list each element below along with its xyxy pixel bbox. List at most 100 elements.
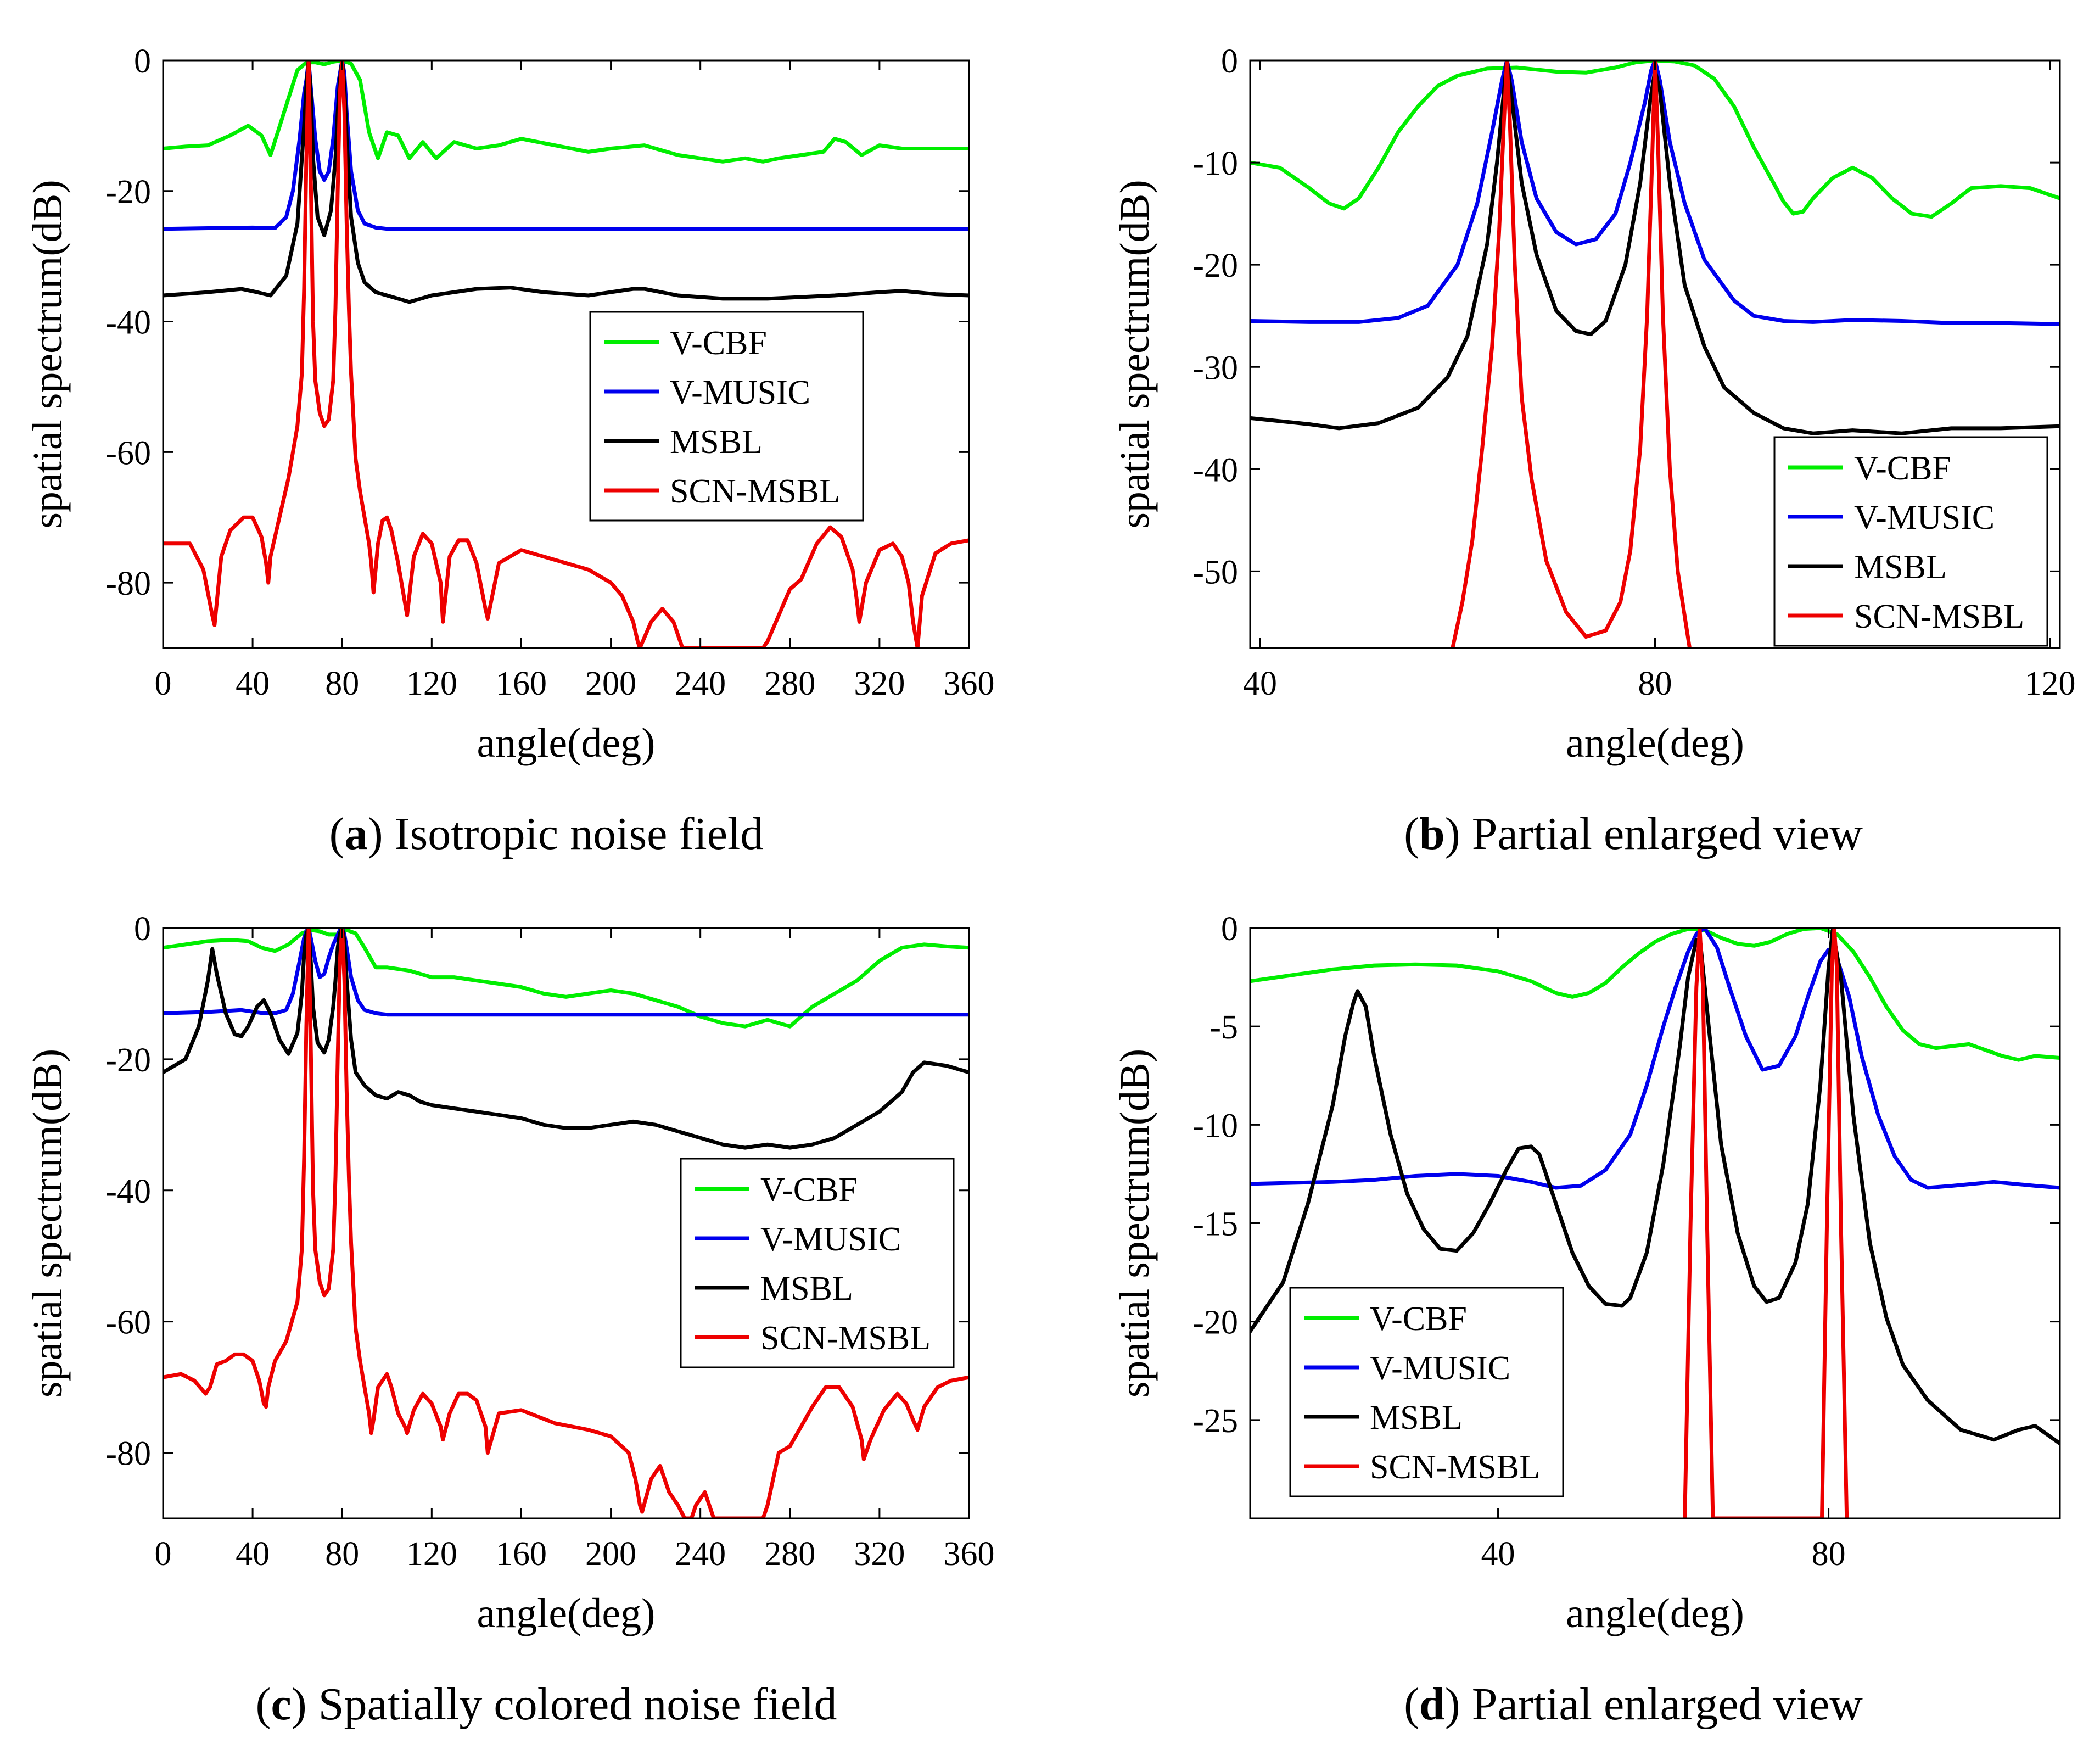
x-axis-label-b: angle(deg): [1566, 720, 1744, 766]
legend-label-msbl: MSBL: [670, 423, 763, 461]
x-tick-label: 320: [854, 665, 905, 702]
caption-text-b: ) Partial enlarged view: [1444, 808, 1863, 859]
y-axis-label-d: spatial spectrum(dB): [1112, 1049, 1158, 1398]
x-tick-label: 40: [236, 665, 270, 702]
series-line-c-v-music: [163, 928, 969, 1017]
y-axis-label-a: spatial spectrum(dB): [25, 180, 71, 528]
legend-box: [1289, 1287, 1564, 1497]
y-tick-label: -5: [1209, 1009, 1238, 1046]
series-line-d-v-cbf: [1250, 928, 2060, 1062]
x-tick-label: 80: [1812, 1535, 1846, 1573]
series-line-c-msbl: [163, 928, 969, 1150]
series-line-a-v-cbf: [163, 60, 969, 164]
legend-d: V-CBF V-MUSIC MSBL SCN-MSBL: [1289, 1287, 1564, 1497]
y-tick-label: -30: [1192, 349, 1238, 387]
x-axis-label-a: angle(deg): [477, 720, 656, 766]
legend-box: [1773, 436, 2048, 647]
y-tick-label: -25: [1192, 1402, 1238, 1440]
x-tick-label: 0: [155, 1535, 172, 1573]
legend-label-v-cbf: V-CBF: [670, 325, 767, 362]
legend-label-v-music: V-MUSIC: [760, 1221, 901, 1258]
y-tick-label: -10: [1192, 1107, 1238, 1144]
axes-box-c: [162, 927, 970, 1519]
x-tick-label: 240: [675, 1535, 726, 1573]
legend-label-scn-msbl: SCN-MSBL: [1854, 598, 2024, 635]
x-axis-label-d: angle(deg): [1566, 1590, 1744, 1636]
x-tick-label: 120: [406, 665, 457, 702]
caption-d: (d) Partial enlarged view: [1404, 1679, 1863, 1730]
legend-label-v-cbf: V-CBF: [1854, 450, 1951, 487]
chart-c: 0 40 80 120 160 200 240 280 320 360 0 -20 -40 -60 -80 a…: [25, 910, 995, 1636]
legend-label-scn-msbl: SCN-MSBL: [1370, 1449, 1540, 1486]
caption-b: (b) Partial enlarged view: [1404, 808, 1863, 859]
caption-text-d: ) Partial enlarged view: [1444, 1679, 1863, 1730]
chart-d: 40 80 0 -5 -10 -15 -20 -25 angle(deg) spatial spe…: [1112, 910, 2061, 1636]
x-tick-label: 120: [406, 1535, 457, 1573]
caption-letter-c: c: [271, 1679, 292, 1730]
y-tick-label: 0: [134, 43, 151, 80]
y-axis-label-b: spatial spectrum(dB): [1112, 180, 1158, 528]
x-tick-label: 40: [236, 1535, 270, 1573]
legend-b: V-CBF V-MUSIC MSBL SCN-MSBL: [1773, 436, 2048, 647]
series-line-d-scn-msbl: [1683, 928, 1849, 1518]
series-line-b-scn-msbl: [1451, 60, 1692, 648]
caption-c: (c) Spatially colored noise field: [255, 1679, 837, 1730]
series-line-a-v-music: [163, 60, 969, 231]
y-tick-label: -10: [1192, 145, 1238, 182]
y-tick-label: 0: [1221, 910, 1238, 948]
y-tick-label: -20: [1192, 1304, 1238, 1342]
legend-c: V-CBF V-MUSIC MSBL SCN-MSBL: [680, 1158, 955, 1368]
x-tick-label: 160: [496, 665, 547, 702]
y-tick-label: -20: [105, 1042, 151, 1079]
legend-label-msbl: MSBL: [1370, 1399, 1463, 1437]
y-tick-label: 0: [134, 910, 151, 948]
plot-area-a: [163, 60, 969, 648]
legend-label-v-music: V-MUSIC: [1370, 1350, 1510, 1387]
legend-label-v-music: V-MUSIC: [1854, 499, 1995, 537]
y-tick-label: -80: [105, 1435, 151, 1473]
x-tick-label: 120: [2025, 665, 2076, 702]
legend-label-msbl: MSBL: [1854, 549, 1947, 586]
y-tick-label: 0: [1221, 43, 1238, 80]
x-tick-label: 40: [1243, 665, 1277, 702]
caption-text-a: ) Isotropic noise field: [367, 808, 764, 859]
y-tick-label: -40: [105, 1173, 151, 1210]
y-tick-label: -20: [1192, 247, 1238, 284]
x-tick-label: 80: [1638, 665, 1672, 702]
axes-box-a: [162, 59, 970, 649]
series-line-d-msbl: [1250, 928, 2060, 1446]
legend-label-v-cbf: V-CBF: [760, 1171, 858, 1209]
legend-label-msbl: MSBL: [760, 1270, 853, 1307]
x-tick-label: 360: [944, 1535, 995, 1573]
caption-a: (a) Isotropic noise field: [329, 808, 764, 859]
legend-label-v-music: V-MUSIC: [670, 374, 810, 411]
series-line-b-msbl: [1250, 60, 2060, 435]
y-tick-label: -40: [1192, 451, 1238, 489]
y-tick-label: -60: [105, 434, 151, 472]
y-axis-label-c: spatial spectrum(dB): [25, 1049, 71, 1398]
x-tick-label: 200: [585, 665, 636, 702]
x-tick-label: 320: [854, 1535, 905, 1573]
y-tick-label: -60: [105, 1304, 151, 1342]
x-tick-label: 280: [764, 665, 815, 702]
x-tick-label: 80: [325, 1535, 359, 1573]
legend-label-v-cbf: V-CBF: [1370, 1300, 1467, 1338]
y-tick-label: -80: [105, 565, 151, 602]
plot-area-d: [1250, 928, 2060, 1518]
series-line-b-v-cbf: [1250, 60, 2060, 219]
y-tick-label: -50: [1192, 554, 1238, 591]
x-tick-label: 40: [1481, 1535, 1515, 1573]
x-tick-label: 280: [764, 1535, 815, 1573]
x-tick-label: 200: [585, 1535, 636, 1573]
chart-b: 40 80 120 0 -10 -20 -30 -40 -50 angle(deg) spatial…: [1112, 43, 2076, 766]
x-tick-label: 80: [325, 665, 359, 702]
series-line-c-scn-msbl: [163, 928, 969, 1518]
y-tick-label: -20: [105, 174, 151, 211]
x-tick-label: 360: [944, 665, 995, 702]
series-line-b-v-music: [1250, 60, 2060, 326]
caption-text-c: ) Spatially colored noise field: [291, 1679, 837, 1730]
caption-letter-b: b: [1419, 808, 1445, 859]
legend-label-scn-msbl: SCN-MSBL: [760, 1320, 931, 1357]
y-tick-label: -15: [1192, 1206, 1238, 1243]
